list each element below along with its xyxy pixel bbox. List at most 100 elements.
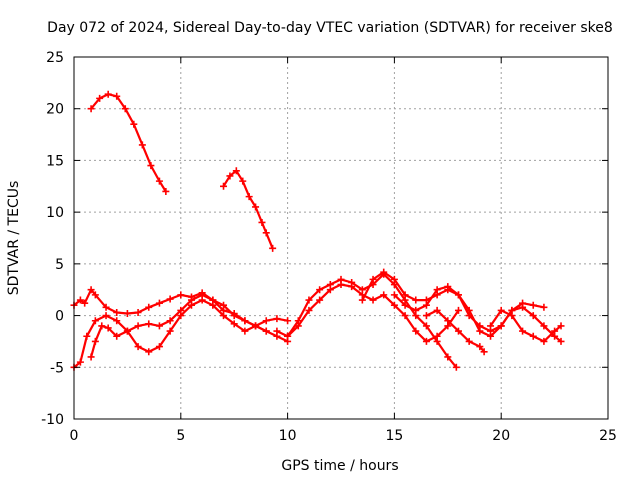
data-point-marker [239, 177, 247, 185]
data-point-marker [145, 320, 153, 328]
data-point-marker [444, 283, 452, 291]
data-point-marker [155, 177, 163, 185]
data-point-marker [102, 312, 110, 320]
data-point-marker [230, 320, 238, 328]
data-point-marker [497, 322, 505, 330]
series-line [222, 169, 274, 250]
data-point-marker [444, 353, 452, 361]
y-tick-label: 20 [46, 102, 64, 118]
chart-title: Day 072 of 2024, Sidereal Day-to-day VTE… [47, 20, 613, 36]
data-point-marker [529, 312, 537, 320]
data-point-marker [87, 105, 95, 113]
data-point-marker [390, 301, 398, 309]
data-point-marker [87, 353, 95, 361]
x-tick-label: 25 [599, 428, 617, 444]
data-point-marker [220, 301, 228, 309]
data-point-marker [123, 310, 131, 318]
data-point-marker [166, 317, 174, 325]
data-point-marker [284, 332, 292, 340]
data-point-marker [412, 296, 420, 304]
data-point-marker [358, 286, 366, 294]
data-point-marker [380, 268, 388, 276]
series-arc-i [487, 306, 565, 345]
series-arc-b [70, 296, 292, 371]
data-point-marker [412, 327, 420, 335]
y-tick-label: -5 [50, 360, 64, 376]
data-point-marker [433, 306, 441, 314]
data-point-marker [433, 286, 441, 294]
data-point-marker [454, 291, 462, 299]
data-point-marker [220, 182, 228, 190]
data-point-marker [422, 322, 430, 330]
data-point-marker [155, 299, 163, 307]
data-point-marker [91, 317, 99, 325]
data-point-marker [305, 306, 313, 314]
series-arc-high-2 [220, 167, 277, 252]
data-point-marker [81, 299, 89, 307]
data-point-marker [147, 162, 155, 170]
data-point-marker [252, 203, 260, 211]
data-point-marker [220, 312, 228, 320]
data-point-marker [258, 218, 266, 226]
data-point-marker [487, 322, 495, 330]
data-point-marker [422, 337, 430, 345]
data-point-marker [444, 317, 452, 325]
x-tick-label: 20 [492, 428, 510, 444]
data-layer [70, 90, 565, 371]
data-point-marker [422, 312, 430, 320]
data-point-marker [454, 306, 462, 314]
data-point-marker [262, 229, 270, 237]
data-point-marker [145, 348, 153, 356]
data-point-marker [177, 291, 185, 299]
data-point-marker [476, 322, 484, 330]
y-tick-label: -10 [41, 412, 64, 428]
data-point-marker [369, 296, 377, 304]
data-point-marker [519, 327, 527, 335]
y-axis-label: SDTVAR / TECUs [6, 181, 22, 296]
data-point-marker [465, 312, 473, 320]
data-point-marker [557, 337, 565, 345]
data-point-marker [380, 291, 388, 299]
data-point-marker [113, 317, 121, 325]
data-point-marker [273, 315, 281, 323]
y-tick-label: 10 [46, 205, 64, 221]
data-point-marker [316, 286, 324, 294]
data-point-marker [316, 296, 324, 304]
data-point-marker [113, 332, 121, 340]
data-point-marker [480, 348, 488, 356]
data-point-marker [540, 322, 548, 330]
y-tick-label: 0 [55, 309, 64, 325]
data-point-marker [96, 94, 104, 102]
data-point-marker [134, 343, 142, 351]
data-point-marker [134, 308, 142, 316]
data-point-marker [230, 312, 238, 320]
data-point-marker [508, 312, 516, 320]
data-point-marker [390, 291, 398, 299]
data-point-marker [102, 303, 110, 311]
data-point-marker [454, 327, 462, 335]
x-axis-label: GPS time / hours [281, 458, 398, 474]
data-point-marker [390, 275, 398, 283]
data-point-marker [433, 337, 441, 345]
data-point-marker [198, 291, 206, 299]
data-point-marker [401, 312, 409, 320]
data-point-marker [252, 322, 260, 330]
data-point-marker [91, 291, 99, 299]
data-point-marker [476, 343, 484, 351]
data-point-marker [91, 337, 99, 345]
ticks: 0 5 10 15 20 25 -10 -5 0 5 10 15 20 25 [41, 50, 617, 444]
series-line [275, 283, 460, 343]
series-line [89, 293, 268, 358]
data-point-marker [134, 322, 142, 330]
data-point-marker [130, 120, 138, 128]
series-line [72, 299, 289, 369]
series-line [489, 309, 563, 343]
data-point-marker [401, 291, 409, 299]
data-point-marker [358, 296, 366, 304]
data-point-marker [241, 327, 249, 335]
data-point-marker [177, 306, 185, 314]
data-point-marker [113, 308, 121, 316]
series-line [286, 273, 458, 369]
data-point-marker [121, 105, 129, 113]
